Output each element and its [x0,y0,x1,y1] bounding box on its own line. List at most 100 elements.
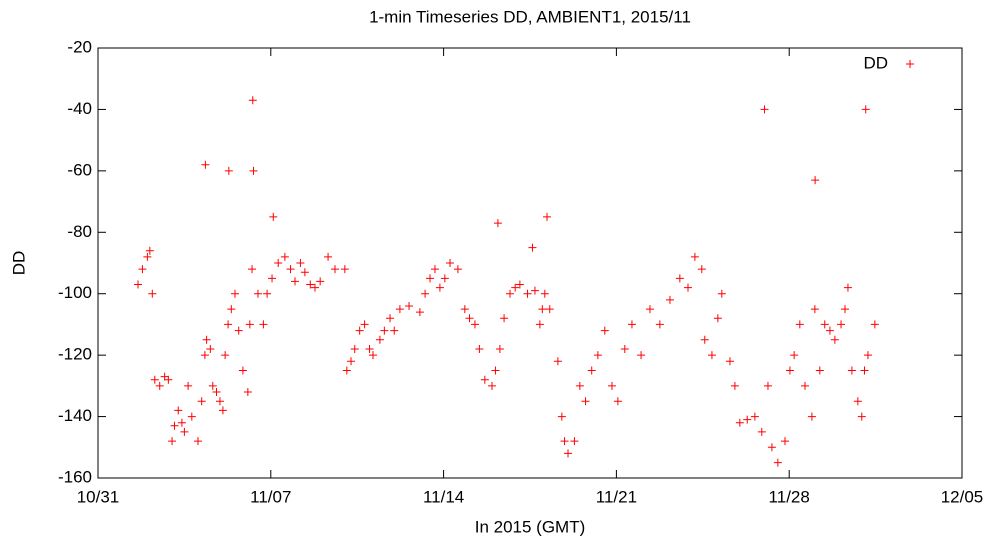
point [807,412,816,421]
legend-marker [906,60,914,68]
point [243,388,252,396]
x-tick-label: 11/07 [250,487,291,506]
point [155,381,164,390]
point [465,314,474,323]
point [825,326,834,335]
point [781,437,790,446]
point [324,252,333,261]
point [446,259,455,267]
point [773,458,782,467]
point [811,176,820,185]
point [470,320,479,329]
x-tick-label: 11/28 [769,487,810,506]
point [540,289,549,298]
point [523,289,532,298]
point [560,437,569,446]
point [248,96,257,105]
point [837,320,846,329]
point [224,166,233,175]
point [870,320,879,329]
x-tick-label: 12/05 [941,487,984,506]
point [330,265,339,274]
point [767,443,776,452]
point [785,366,794,375]
point [208,381,217,390]
point [475,345,484,353]
point [593,351,602,360]
point [193,437,202,446]
point [530,286,539,295]
y-tick-label: -100 [58,283,92,302]
point [310,283,319,292]
point [861,105,870,114]
point [375,335,384,344]
point [202,335,211,344]
point [600,326,609,335]
point [487,381,496,390]
point [268,274,277,283]
point [857,412,866,421]
point [655,320,664,329]
legend-label: DD [863,53,888,72]
point [460,305,469,314]
point [234,326,243,335]
point [760,105,769,114]
point [280,252,289,261]
point [170,421,179,430]
point [200,351,209,360]
point [557,412,566,421]
point [700,335,709,344]
point [627,320,636,329]
point [296,259,305,267]
point [735,418,744,427]
point [395,305,404,314]
y-tick-label: -20 [67,37,92,56]
x-tick-label: 11/14 [423,487,464,506]
point [248,265,257,274]
point [645,305,654,314]
point [730,381,739,390]
point [390,326,399,335]
point [840,305,849,314]
point [145,246,154,255]
point [725,357,734,366]
point [174,406,183,415]
point [613,397,622,406]
point [853,397,862,406]
point [535,320,544,329]
point [830,335,839,344]
point [843,283,852,292]
point [300,268,309,277]
point [637,351,646,360]
point [421,289,430,298]
point [133,280,142,289]
point [184,381,193,390]
point [675,274,684,283]
point [212,388,221,396]
x-axis-label: In 2015 (GMT) [475,517,586,536]
point [365,345,374,353]
point [810,305,819,314]
point [177,418,186,427]
point [415,308,424,317]
point [355,326,364,335]
point [863,351,872,360]
point [587,366,596,375]
x-tick-label: 10/31 [77,487,120,506]
point [707,351,716,360]
point [564,449,573,458]
point [543,212,552,221]
point [238,366,247,375]
point [197,397,206,406]
point [665,295,674,304]
point [221,351,230,360]
point [717,289,726,298]
point [405,302,414,310]
point [790,351,799,360]
point [180,427,189,436]
point [538,305,547,314]
point [386,314,395,323]
point [860,366,869,375]
point [231,289,240,298]
point [440,274,449,283]
